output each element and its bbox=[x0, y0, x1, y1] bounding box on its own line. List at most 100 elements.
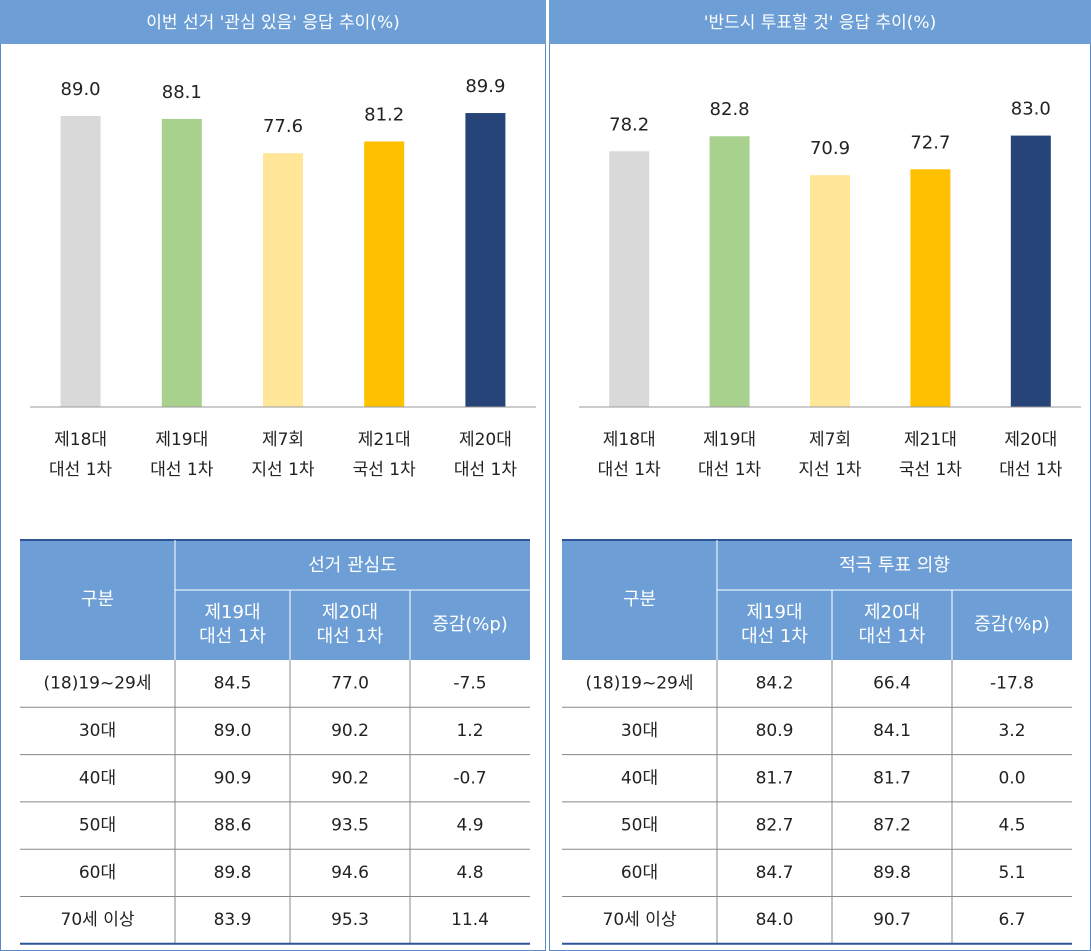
table-cell: 11.4 bbox=[451, 910, 489, 930]
bar bbox=[364, 141, 405, 407]
bar bbox=[263, 153, 303, 407]
table-cell: 4.8 bbox=[456, 863, 483, 883]
category-label: 제21대 bbox=[904, 430, 957, 450]
bar bbox=[910, 169, 951, 407]
table-cell: 87.2 bbox=[873, 816, 911, 836]
category-label: 제21대 bbox=[358, 430, 411, 450]
bar bbox=[161, 118, 202, 408]
table-cell: 1.2 bbox=[456, 721, 483, 741]
header-cell: 대선 1차 bbox=[859, 626, 926, 647]
table-cell: 4.9 bbox=[456, 816, 483, 836]
header-cell: 대선 1차 bbox=[317, 626, 384, 647]
category-label: 지선 1차 bbox=[798, 460, 861, 480]
category-label: 국선 1차 bbox=[899, 460, 962, 480]
table-cell: 6.7 bbox=[998, 910, 1025, 930]
table-cell: 84.0 bbox=[756, 910, 794, 930]
category-label: 대선 1차 bbox=[49, 460, 112, 480]
table-cell: -17.8 bbox=[990, 674, 1034, 694]
table-cell: -7.5 bbox=[453, 674, 486, 694]
table-cell: 30대 bbox=[79, 721, 116, 741]
table-cell: 66.4 bbox=[873, 674, 911, 694]
table-cell: 83.9 bbox=[214, 910, 252, 930]
header-cell: 구분 bbox=[623, 589, 656, 610]
header-cell: 제20대 bbox=[864, 602, 920, 623]
value-label: 88.1 bbox=[162, 82, 202, 103]
table-cell: 81.7 bbox=[873, 768, 911, 788]
value-label: 83.0 bbox=[1011, 99, 1051, 120]
bar bbox=[810, 175, 850, 407]
table-cell: 81.7 bbox=[756, 768, 794, 788]
table-cell: 84.1 bbox=[873, 721, 911, 741]
category-label: 대선 1차 bbox=[454, 460, 517, 480]
table-cell: 89.8 bbox=[214, 863, 252, 883]
header-cell: 증감(%p) bbox=[974, 614, 1050, 635]
table-cell: 90.2 bbox=[331, 768, 369, 788]
table-cell: 93.5 bbox=[331, 816, 369, 836]
category-label: 제18대 bbox=[54, 430, 107, 450]
bar bbox=[1010, 135, 1051, 407]
category-label: 제19대 bbox=[155, 430, 208, 450]
table-cell: 5.1 bbox=[998, 863, 1025, 883]
value-label: 89.9 bbox=[465, 76, 505, 97]
chart-title: '반드시 투표할 것' 응답 추이(%) bbox=[704, 13, 936, 33]
header-cell: 선거 관심도 bbox=[308, 555, 397, 576]
value-label: 77.6 bbox=[263, 116, 303, 137]
value-label: 82.8 bbox=[710, 99, 750, 120]
table-cell: 80.9 bbox=[756, 721, 794, 741]
header-cell: 증감(%p) bbox=[432, 614, 508, 635]
table-cell: 60대 bbox=[79, 863, 116, 883]
header-cell: 구분 bbox=[81, 589, 114, 610]
table-cell: 50대 bbox=[79, 816, 116, 836]
category-label: 제19대 bbox=[703, 430, 756, 450]
table-cell: 88.6 bbox=[214, 816, 252, 836]
header-cell: 대선 1차 bbox=[199, 626, 266, 647]
header-cell: 대선 1차 bbox=[741, 626, 808, 647]
table-header bbox=[20, 540, 530, 660]
value-label: 81.2 bbox=[364, 104, 404, 125]
header-cell: 제19대 bbox=[746, 602, 802, 623]
table-cell: (18)19~29세 bbox=[585, 674, 693, 694]
table-cell: 90.9 bbox=[214, 768, 252, 788]
table-cell: 4.5 bbox=[998, 816, 1025, 836]
category-label: 제7회 bbox=[809, 430, 851, 450]
table-cell: 95.3 bbox=[331, 910, 369, 930]
value-label: 70.9 bbox=[810, 138, 850, 159]
table-cell: 89.8 bbox=[873, 863, 911, 883]
table-cell: (18)19~29세 bbox=[43, 674, 151, 694]
chart-title: 이번 선거 '관심 있음' 응답 추이(%) bbox=[146, 13, 399, 33]
bar bbox=[709, 136, 750, 407]
category-label: 국선 1차 bbox=[353, 460, 416, 480]
category-label: 제18대 bbox=[603, 430, 656, 450]
table-cell: 60대 bbox=[621, 863, 658, 883]
table-cell: 82.7 bbox=[756, 816, 794, 836]
category-label: 제7회 bbox=[262, 430, 304, 450]
header-cell: 적극 투표 의향 bbox=[839, 555, 950, 576]
header-cell: 제19대 bbox=[204, 602, 260, 623]
panel-header bbox=[0, 0, 546, 44]
category-label: 지선 1차 bbox=[251, 460, 314, 480]
table-cell: 3.2 bbox=[998, 721, 1025, 741]
table-cell: 89.0 bbox=[214, 721, 252, 741]
table-cell: 0.0 bbox=[998, 768, 1025, 788]
table-cell: 40대 bbox=[621, 768, 658, 788]
table-cell: 90.2 bbox=[331, 721, 369, 741]
category-label: 대선 1차 bbox=[598, 460, 661, 480]
category-label: 제20대 bbox=[459, 430, 512, 450]
bar bbox=[60, 115, 101, 407]
panel-header bbox=[549, 0, 1091, 44]
table-cell: 50대 bbox=[621, 816, 658, 836]
category-label: 대선 1차 bbox=[698, 460, 761, 480]
bar bbox=[609, 151, 650, 407]
table-cell: -0.7 bbox=[453, 768, 486, 788]
bar bbox=[465, 113, 506, 407]
table-cell: 70세 이상 bbox=[603, 910, 677, 930]
value-label: 89.0 bbox=[61, 79, 101, 100]
table-cell: 90.7 bbox=[873, 910, 911, 930]
category-label: 대선 1차 bbox=[999, 460, 1062, 480]
table-cell: 84.7 bbox=[756, 863, 794, 883]
category-label: 제20대 bbox=[1004, 430, 1057, 450]
table-header bbox=[562, 540, 1072, 660]
value-label: 72.7 bbox=[910, 132, 950, 153]
table-cell: 70세 이상 bbox=[61, 910, 135, 930]
